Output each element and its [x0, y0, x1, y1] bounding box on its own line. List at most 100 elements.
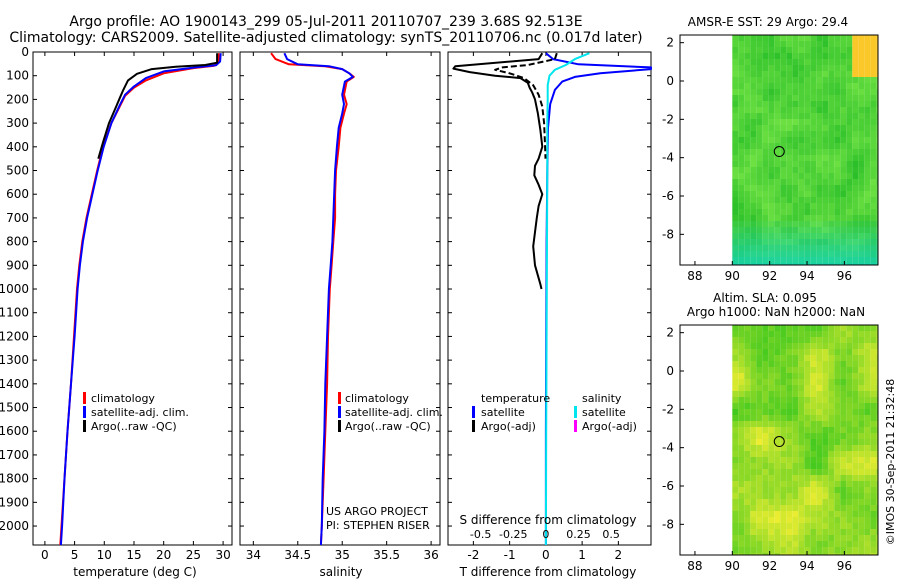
- map-cell: [822, 517, 829, 523]
- map-cell: [810, 343, 817, 349]
- map-cell: [810, 463, 817, 469]
- map-cell: [732, 221, 739, 227]
- map-cell: [744, 553, 751, 555]
- map-cell: [744, 149, 751, 155]
- map-cell: [768, 185, 775, 191]
- map-cell: [780, 487, 787, 493]
- map-cell: [732, 107, 739, 113]
- map-cell: [780, 343, 787, 349]
- argo-position-marker: [773, 436, 785, 448]
- map-cell: [780, 65, 787, 71]
- map-cell: [804, 197, 811, 203]
- x-tick-label: 35: [335, 548, 350, 562]
- map-cell: [840, 245, 847, 251]
- map-cell: [822, 493, 829, 499]
- map-cell: [840, 499, 847, 505]
- map-cell: [792, 517, 799, 523]
- map-cell: [804, 77, 811, 83]
- map-cell: [774, 451, 781, 457]
- map-cell: [834, 331, 841, 337]
- map-cell: [852, 451, 859, 457]
- map-cell: [822, 409, 829, 415]
- map-cell: [744, 373, 751, 379]
- x-tick-label: 20: [156, 548, 171, 562]
- map-cell: [852, 233, 859, 239]
- map-cell: [774, 143, 781, 149]
- map-cell: [810, 125, 817, 131]
- map-cell: [852, 191, 859, 197]
- map-cell: [876, 499, 878, 505]
- map-cell: [732, 379, 739, 385]
- map-cell: [768, 337, 775, 343]
- map-cell: [846, 547, 853, 553]
- map-cell: [816, 89, 823, 95]
- map-cell: [750, 83, 757, 89]
- map-cell: [738, 53, 745, 59]
- map-cell: [756, 125, 763, 131]
- map-cell: [780, 325, 787, 331]
- map-cell: [870, 155, 877, 161]
- map-cell: [858, 529, 865, 535]
- map-cell: [738, 167, 745, 173]
- map-cell: [840, 433, 847, 439]
- map-cell: [756, 71, 763, 77]
- map-cell: [786, 361, 793, 367]
- map-cell: [780, 421, 787, 427]
- difference-toplabel: S difference from climatology: [460, 513, 637, 527]
- map-cell: [852, 349, 859, 355]
- map-cell: [732, 325, 739, 331]
- depth-tick-label: 600: [6, 187, 29, 201]
- map-cell: [840, 523, 847, 529]
- map-cell: [834, 481, 841, 487]
- map-cell: [798, 221, 805, 227]
- map-cell: [858, 215, 865, 221]
- map-cell: [756, 469, 763, 475]
- map-cell: [858, 367, 865, 373]
- map-cell: [828, 215, 835, 221]
- map-cell: [786, 155, 793, 161]
- map-cell: [876, 41, 878, 47]
- map-cell: [768, 137, 775, 143]
- map-cell: [762, 433, 769, 439]
- map-cell: [822, 529, 829, 535]
- map-cell: [858, 89, 865, 95]
- map-cell: [810, 137, 817, 143]
- map-cell: [798, 379, 805, 385]
- map-cell: [732, 173, 739, 179]
- map-cell: [858, 185, 865, 191]
- map-cell: [750, 155, 757, 161]
- map-cell: [792, 125, 799, 131]
- map-cell: [738, 361, 745, 367]
- map-cell: [756, 523, 763, 529]
- map-cell: [858, 65, 865, 71]
- map-cell: [876, 155, 878, 161]
- map-cell: [768, 409, 775, 415]
- map-cell: [798, 481, 805, 487]
- map-cell: [786, 197, 793, 203]
- legend-swatch-sat: [338, 406, 341, 418]
- map-cell: [804, 433, 811, 439]
- map-cell: [846, 493, 853, 499]
- map-cell: [834, 107, 841, 113]
- map-cell: [816, 511, 823, 517]
- map-cell: [804, 233, 811, 239]
- map-cell: [786, 137, 793, 143]
- map-cell: [786, 113, 793, 119]
- map-cell: [834, 535, 841, 541]
- map-cell: [840, 373, 847, 379]
- map-cell: [846, 185, 853, 191]
- map-cell: [774, 65, 781, 71]
- map-x-tick-label: 96: [837, 559, 852, 573]
- map-cell: [804, 379, 811, 385]
- map-cell: [840, 47, 847, 53]
- map-cell: [822, 391, 829, 397]
- map-cell: [810, 361, 817, 367]
- map-cell: [846, 47, 853, 53]
- map-cell: [810, 367, 817, 373]
- map-cell: [864, 197, 871, 203]
- map-cell: [756, 415, 763, 421]
- map-cell: [876, 427, 878, 433]
- map-cell: [840, 553, 847, 555]
- map-cell: [732, 541, 739, 547]
- map-cell: [774, 439, 781, 445]
